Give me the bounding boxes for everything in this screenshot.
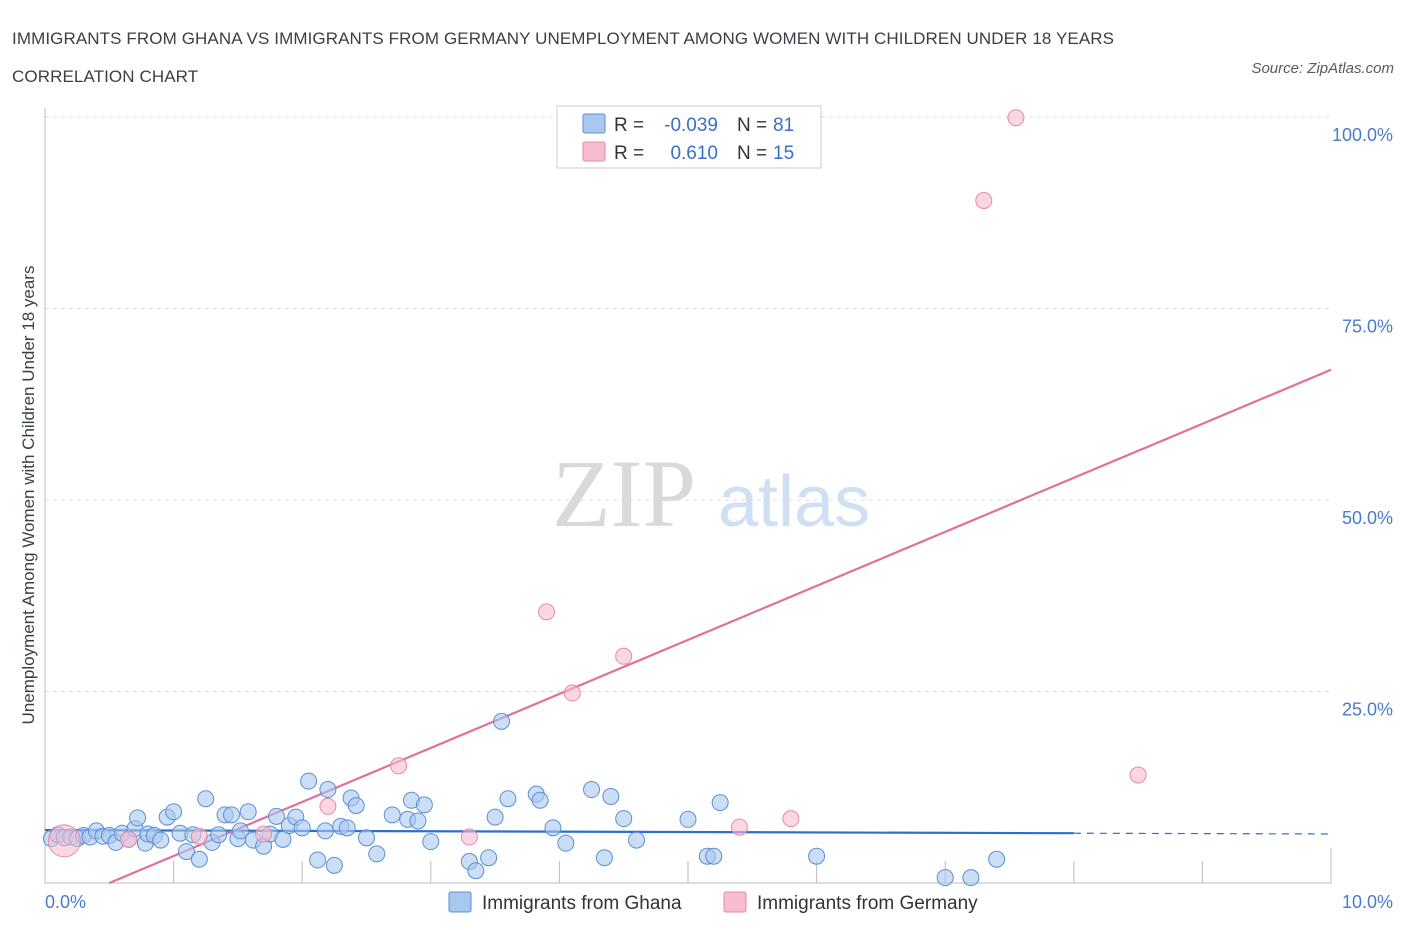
grid-lines (45, 116, 1331, 692)
x-tick-label-min: 0.0% (45, 892, 86, 912)
germany-point (975, 191, 993, 209)
ghana-point (988, 850, 1006, 868)
bottom-legend-swatch-germany (723, 891, 747, 913)
germany-point (190, 827, 208, 845)
legend-r-value-ghana: -0.039 (664, 115, 718, 136)
legend-n-value-germany: 15 (773, 143, 794, 164)
germany-point (390, 757, 408, 775)
bottom-legend-swatch-ghana (448, 891, 472, 913)
germany-point (255, 825, 273, 843)
ghana-point (129, 809, 147, 827)
y-tick-label-1: 50.0% (1342, 508, 1393, 528)
ghana-point (711, 794, 729, 812)
ghana-point (705, 847, 723, 865)
germany-point (730, 818, 748, 836)
series-ghana-points (42, 712, 1006, 887)
series-germany-points (47, 109, 1147, 858)
ghana-point (368, 845, 386, 863)
legend-n-value-ghana: 81 (773, 115, 794, 136)
ghana-point (293, 819, 311, 837)
y-tick-labels: 25.0% 50.0% 75.0% 100.0% (1332, 125, 1393, 720)
ghana-point (222, 806, 240, 824)
ghana-point (358, 829, 375, 847)
legend-r-label-germany: R = (614, 143, 644, 164)
legend-n-label-germany: N = (737, 143, 767, 164)
correlation-legend: R = -0.039 N = 81 R = 0.610 N = 15 (556, 105, 822, 169)
legend-swatch-ghana (582, 113, 606, 134)
ghana-point (422, 833, 440, 851)
ghana-point (309, 851, 327, 869)
germany-point (1007, 109, 1025, 127)
chart-title: IMMIGRANTS FROM GHANA VS IMMIGRANTS FROM… (12, 29, 1115, 86)
ghana-point (300, 772, 318, 790)
legend-r-label-ghana: R = (614, 115, 644, 136)
bottom-legend-label-ghana: Immigrants from Ghana (482, 893, 682, 914)
ghana-point (679, 810, 697, 828)
legend-r-value-germany: 0.610 (670, 143, 718, 164)
ghana-point (383, 806, 401, 824)
y-tick-label-2: 75.0% (1342, 317, 1393, 337)
source-label: Source: ZipAtlas.com (1251, 60, 1394, 77)
ghana-point (267, 807, 285, 825)
ghana-point (557, 834, 575, 852)
ghana-point (467, 862, 485, 880)
ghana-point (177, 843, 195, 861)
ghana-point (531, 791, 549, 809)
germany-point (319, 797, 337, 815)
ghana-point (210, 826, 228, 844)
y-axis-label: Unemployment Among Women with Children U… (19, 266, 38, 725)
germany-point (1129, 766, 1147, 784)
y-tick-label-3: 100.0% (1332, 125, 1393, 145)
y-tick-label-0: 25.0% (1342, 700, 1393, 720)
germany-point (563, 684, 581, 702)
ghana-point (338, 819, 356, 837)
bottom-legend-label-germany: Immigrants from Germany (757, 893, 978, 914)
germany-point (120, 830, 138, 848)
germany-point (538, 603, 556, 621)
ghana-point (415, 796, 433, 814)
ghana-point (493, 712, 511, 730)
germany-point (782, 810, 800, 828)
ghana-point (499, 790, 517, 808)
ghana-point (486, 808, 504, 826)
ghana-point (152, 831, 170, 849)
ghana-point (190, 850, 208, 868)
ghana-point (197, 790, 215, 808)
watermark-zip: ZIP (552, 440, 696, 547)
ghana-point (231, 822, 249, 840)
ghana-point (595, 849, 613, 867)
ghana-point (347, 797, 365, 815)
germany-point (460, 828, 478, 846)
ghana-point (319, 781, 337, 799)
x-tick-label-max: 10.0% (1342, 892, 1393, 912)
ghana-point (583, 781, 601, 799)
ghana-trend-extension (1073, 832, 1332, 835)
germany-point (47, 824, 81, 858)
ghana-point (544, 819, 562, 837)
germany-point (615, 647, 633, 665)
ghana-point (165, 803, 183, 821)
ghana-point (239, 803, 257, 821)
ghana-point (409, 812, 427, 830)
ghana-point (936, 869, 954, 887)
ghana-point (628, 831, 646, 849)
watermark-atlas: atlas (718, 462, 870, 542)
ghana-point (962, 869, 980, 887)
x-tick-labels: 0.0% 10.0% (45, 892, 1393, 912)
legend-swatch-germany (582, 141, 606, 162)
series-legend: Immigrants from Ghana Immigrants from Ge… (448, 891, 978, 914)
ghana-point (325, 856, 343, 874)
germany-trend-line (108, 368, 1332, 885)
axes (44, 108, 1332, 884)
ghana-point (480, 849, 498, 867)
ghana-point (615, 810, 633, 828)
ghana-point (274, 830, 292, 848)
ghana-point (316, 822, 334, 840)
legend-n-label-ghana: N = (737, 115, 767, 136)
ghana-point (808, 847, 826, 865)
ghana-point (602, 787, 620, 805)
